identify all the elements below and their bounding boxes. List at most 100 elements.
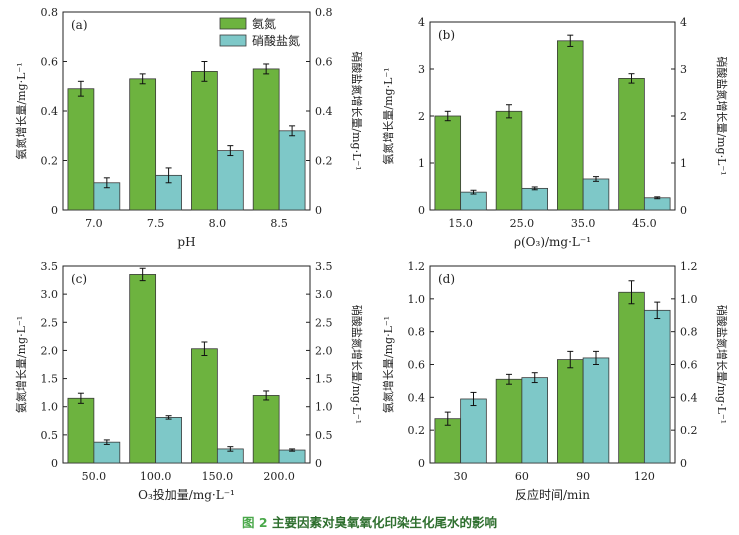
- bar-ammonia: [191, 71, 218, 211]
- bar-nitrate: [155, 417, 182, 464]
- y-tick-label-right: 2: [680, 110, 687, 123]
- bar-ammonia: [557, 359, 584, 464]
- y-tick-label-left: 0.8: [41, 6, 59, 19]
- y-tick-label-right: 0.5: [315, 429, 333, 442]
- chart-panel-c: 0 0 0.5 0.5 1.0 1.0 1.5 1.5 2.0 2.0 2.5 2.5 3.0 3.0 3.…: [14, 260, 364, 502]
- y-tick-label-right: 3.0: [315, 288, 333, 301]
- y-tick-label-left: 1.5: [41, 373, 59, 386]
- x-axis-label: ρ(O₃)/mg·L⁻¹: [514, 235, 591, 249]
- bar-nitrate: [278, 130, 306, 211]
- x-tick-label: 45.0: [632, 217, 657, 230]
- panel-label: (b): [438, 28, 455, 42]
- y-axis-label-left: 氨氮增长量/mg·L⁻¹: [381, 316, 395, 413]
- chart-panel-d: 0 0 0.2 0.2 0.4 0.4 0.6 0.6 0.8 0.8 1.0 1.0 1.2 1.2 30…: [381, 260, 729, 502]
- bar-nitrate: [643, 197, 671, 211]
- y-tick-label-left: 3.5: [41, 260, 59, 273]
- y-tick-label-left: 1.0: [408, 293, 426, 306]
- bar-ammonia: [67, 397, 95, 464]
- bar-nitrate: [521, 187, 549, 211]
- x-tick-label: 7.5: [147, 217, 165, 230]
- figure-caption: 图 2 主要因素对臭氧氧化印染生化尾水的影响: [0, 512, 739, 531]
- y-axis-label-right: 硝酸盐氮增长量/mg·L⁻¹: [715, 56, 729, 175]
- y-tick-label-right: 3.5: [315, 260, 333, 273]
- x-tick-label: 30: [454, 470, 468, 483]
- y-tick-label-right: 0: [680, 457, 687, 470]
- legend-swatch-nitrate: [219, 34, 247, 47]
- y-tick-label-left: 0.6: [41, 56, 59, 69]
- bar-nitrate: [460, 398, 487, 464]
- panel-label: (d): [438, 272, 455, 286]
- y-tick-label-left: 4: [418, 16, 425, 29]
- y-tick-label-right: 0.8: [315, 6, 333, 19]
- y-tick-label-right: 2.5: [315, 316, 333, 329]
- x-tick-label: 120: [634, 470, 655, 483]
- y-tick-label-left: 0: [51, 204, 58, 217]
- bar-ammonia: [129, 274, 157, 464]
- x-axis-label: O₃投加量/mg·L⁻¹: [138, 487, 235, 502]
- y-axis-label-right: 硝酸盐氮增长量/mg·L⁻¹: [350, 305, 364, 424]
- y-tick-label-right: 2.0: [315, 344, 333, 357]
- y-tick-label-left: 0.4: [408, 391, 426, 404]
- bar-ammonia: [618, 78, 645, 211]
- caption-number: 图 2: [242, 515, 268, 530]
- y-tick-label-right: 1.0: [315, 401, 333, 414]
- y-tick-label-left: 0.4: [41, 105, 59, 118]
- y-axis-label-left: 氨氮增长量/mg·L⁻¹: [14, 62, 28, 159]
- y-tick-label-right: 1.5: [315, 373, 333, 386]
- y-tick-label-left: 0: [51, 457, 58, 470]
- bar-nitrate: [521, 377, 549, 464]
- y-tick-label-left: 1.2: [408, 260, 426, 273]
- legend-label-ammonia: 氨氮: [252, 16, 276, 31]
- y-tick-label-left: 0.8: [408, 326, 426, 339]
- bar-ammonia: [434, 418, 462, 464]
- x-tick-label: 25.0: [510, 217, 535, 230]
- y-tick-label-right: 0.2: [680, 424, 698, 437]
- bar-nitrate: [643, 309, 671, 464]
- x-tick-label: 60: [515, 470, 529, 483]
- bar-ammonia: [557, 40, 584, 211]
- y-tick-label-left: 3.0: [41, 288, 59, 301]
- y-tick-label-right: 0.2: [315, 155, 333, 168]
- bar-nitrate: [93, 441, 121, 464]
- bar-ammonia: [618, 291, 645, 464]
- bar-ammonia: [252, 395, 280, 464]
- y-tick-label-left: 2: [418, 110, 425, 123]
- y-tick-label-right: 0.6: [680, 359, 698, 372]
- y-tick-label-right: 0: [315, 204, 322, 217]
- x-tick-label: 200.0: [263, 470, 295, 483]
- y-tick-label-right: 0.4: [315, 105, 333, 118]
- panel-label: (c): [71, 272, 87, 286]
- y-tick-label-right: 4: [680, 16, 687, 29]
- y-tick-label-right: 0: [680, 204, 687, 217]
- plot-frame: [62, 265, 311, 464]
- legend-label-nitrate: 硝酸盐氮: [252, 33, 300, 48]
- y-tick-label-right: 0.6: [315, 56, 333, 69]
- bar-ammonia: [434, 115, 462, 211]
- x-tick-label: 8.0: [209, 217, 227, 230]
- y-tick-label-right: 0.8: [680, 326, 698, 339]
- x-axis-label: pH: [177, 235, 195, 249]
- y-tick-label-right: 0: [315, 457, 322, 470]
- y-tick-label-left: 1.0: [41, 401, 59, 414]
- y-tick-label-left: 0.5: [41, 429, 59, 442]
- bar-nitrate: [278, 449, 306, 464]
- y-tick-label-right: 1.2: [680, 260, 698, 273]
- bar-ammonia: [495, 110, 523, 211]
- x-tick-label: 8.5: [270, 217, 288, 230]
- x-tick-label: 90: [576, 470, 590, 483]
- bar-ammonia: [495, 378, 523, 464]
- y-tick-label-left: 0.6: [408, 359, 426, 372]
- x-tick-label: 100.0: [140, 470, 172, 483]
- y-tick-label-right: 3: [680, 63, 687, 76]
- bar-nitrate: [460, 191, 487, 211]
- y-axis-label-left: 氨氮增长量/mg·L⁻¹: [381, 67, 395, 164]
- bar-ammonia: [191, 348, 218, 464]
- y-tick-label-left: 3: [418, 63, 425, 76]
- x-tick-label: 35.0: [571, 217, 596, 230]
- y-axis-label-right: 硝酸盐氮增长量/mg·L⁻¹: [715, 305, 729, 424]
- y-tick-label-left: 0: [418, 204, 425, 217]
- y-tick-label-left: 0.2: [41, 155, 59, 168]
- chart-panel-a: 0 0 0.2 0.2 0.4 0.4 0.6 0.6 0.8 0.8 7.0 7.5 8.0 8.5 (a…: [14, 6, 364, 249]
- y-axis-label-left: 氨氮增长量/mg·L⁻¹: [14, 316, 28, 413]
- chart-panel-b: 0 0 1 1 2 2 3 3 4 4 15.0 25.0 35.0 45.0 (b) ρ(O₃)/mg·L⁻…: [381, 16, 729, 249]
